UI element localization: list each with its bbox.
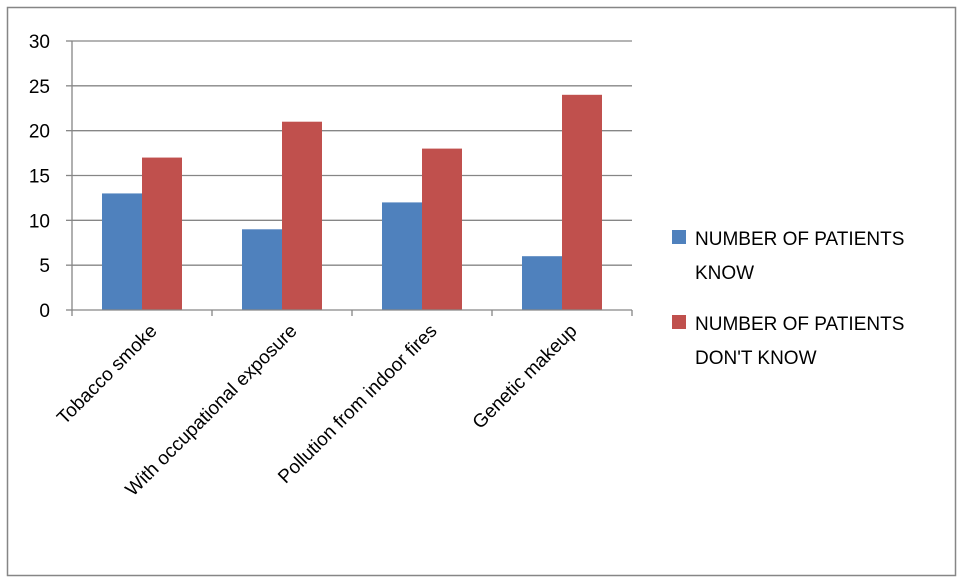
bar-dont-know: [422, 148, 462, 310]
legend-swatch-dont-know: [672, 315, 686, 329]
legend-label: NUMBER OF PATIENTS: [695, 314, 904, 335]
y-tick-label: 5: [39, 256, 50, 277]
bars: [102, 94, 602, 310]
bar-know: [382, 202, 422, 310]
y-tick-label: 25: [29, 77, 50, 98]
bar-know: [242, 229, 282, 310]
axes: [66, 40, 633, 316]
legend-swatch-know: [672, 230, 686, 244]
bar-dont-know: [562, 94, 602, 310]
bar-dont-know: [142, 157, 182, 310]
y-tick-label: 30: [29, 32, 50, 53]
legend: NUMBER OF PATIENTS KNOW NUMBER OF PATIENTS…: [672, 229, 904, 369]
bar-know: [522, 256, 562, 310]
y-tick-label: 0: [39, 301, 50, 322]
legend-label: KNOW: [695, 263, 754, 284]
legend-label: NUMBER OF PATIENTS: [695, 229, 904, 250]
bar-know: [102, 193, 142, 310]
legend-label: DON'T KNOW: [695, 348, 817, 369]
y-tick-label: 15: [29, 167, 50, 188]
y-tick-labels: 0 5 10 15 20 25 30: [29, 32, 50, 322]
bar-dont-know: [282, 121, 322, 310]
y-tick-label: 10: [29, 211, 50, 232]
y-tick-label: 20: [29, 122, 50, 143]
